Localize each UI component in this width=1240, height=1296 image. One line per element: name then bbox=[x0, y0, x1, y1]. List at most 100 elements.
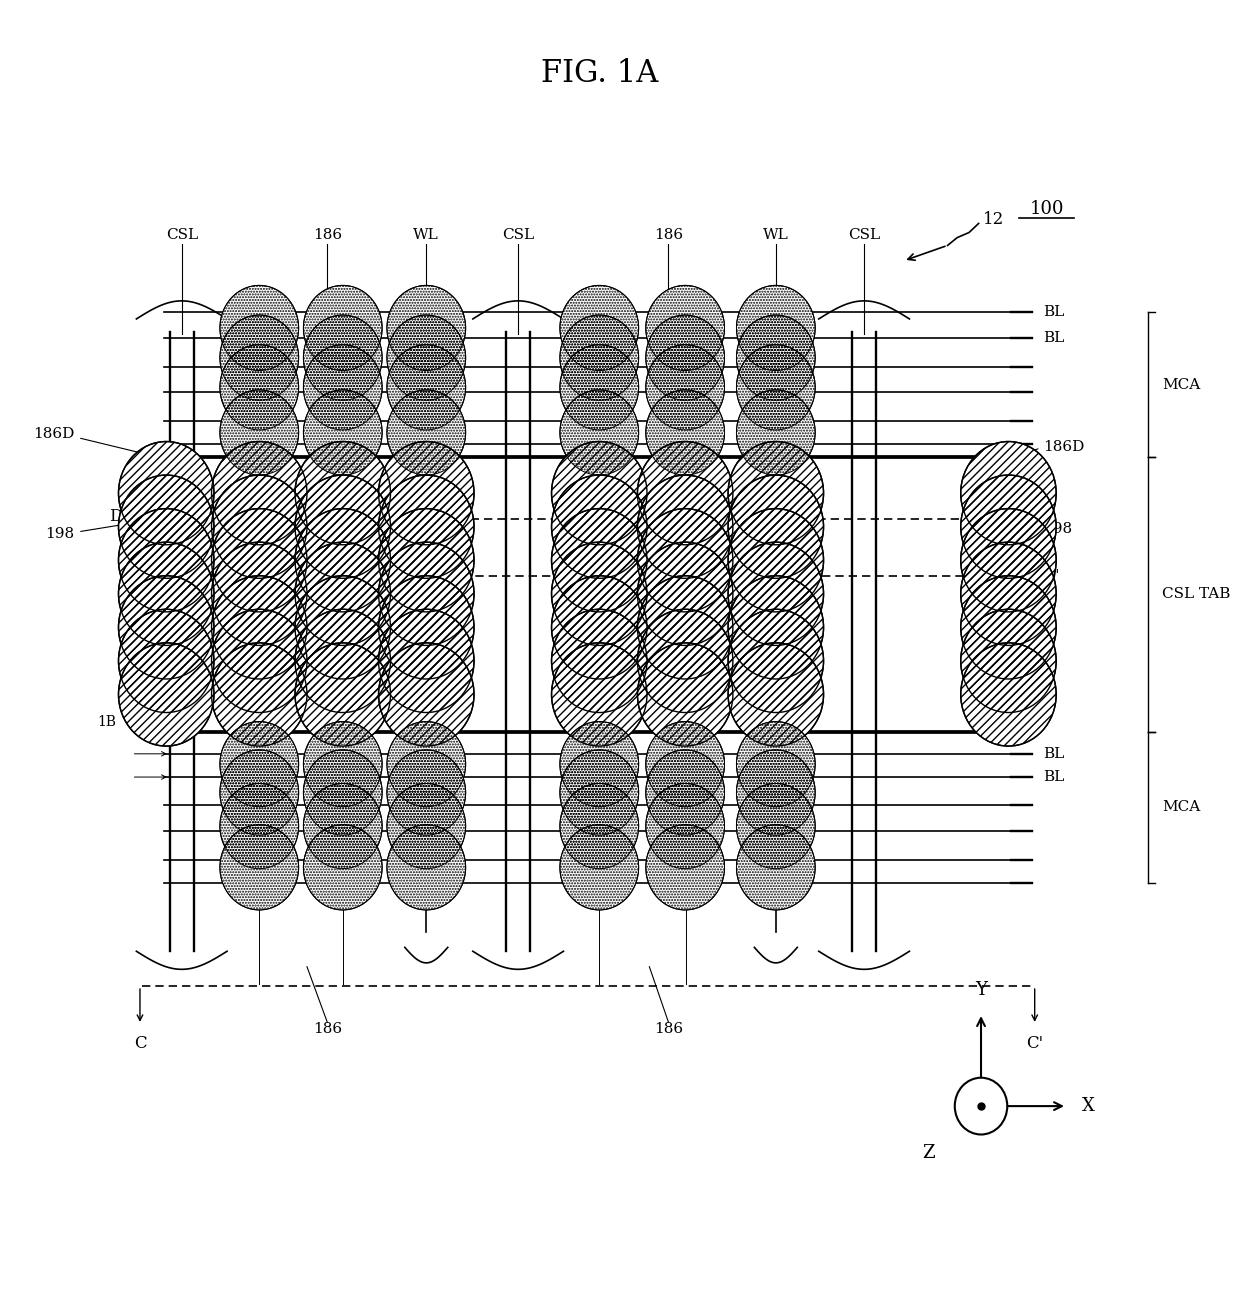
Circle shape bbox=[552, 476, 647, 578]
Circle shape bbox=[728, 476, 823, 578]
Circle shape bbox=[378, 609, 474, 713]
Circle shape bbox=[219, 722, 299, 806]
Circle shape bbox=[560, 750, 639, 835]
Circle shape bbox=[637, 442, 733, 544]
Text: WL: WL bbox=[413, 228, 439, 241]
Circle shape bbox=[560, 722, 639, 806]
Circle shape bbox=[728, 575, 823, 679]
Circle shape bbox=[304, 390, 382, 476]
Text: 186D: 186D bbox=[1043, 439, 1085, 454]
Circle shape bbox=[387, 750, 466, 835]
Circle shape bbox=[737, 345, 815, 430]
Text: Y: Y bbox=[975, 981, 987, 999]
Circle shape bbox=[119, 542, 215, 645]
Circle shape bbox=[728, 643, 823, 746]
Text: 186: 186 bbox=[312, 1021, 342, 1036]
Circle shape bbox=[737, 390, 815, 476]
Text: MCA: MCA bbox=[1162, 801, 1200, 814]
Circle shape bbox=[737, 315, 815, 400]
Circle shape bbox=[212, 476, 308, 578]
Circle shape bbox=[304, 345, 382, 430]
Circle shape bbox=[637, 542, 733, 645]
Circle shape bbox=[295, 609, 391, 713]
Circle shape bbox=[212, 508, 308, 612]
Circle shape bbox=[560, 285, 639, 371]
Circle shape bbox=[119, 508, 215, 612]
Circle shape bbox=[552, 542, 647, 645]
Circle shape bbox=[212, 575, 308, 679]
Circle shape bbox=[212, 609, 308, 713]
Circle shape bbox=[637, 508, 733, 612]
Circle shape bbox=[560, 345, 639, 430]
Circle shape bbox=[304, 824, 382, 910]
Circle shape bbox=[119, 575, 215, 679]
Text: D': D' bbox=[1043, 569, 1059, 583]
Circle shape bbox=[961, 542, 1056, 645]
Circle shape bbox=[560, 315, 639, 400]
Circle shape bbox=[295, 643, 391, 746]
Circle shape bbox=[961, 508, 1056, 612]
Circle shape bbox=[961, 643, 1056, 746]
Circle shape bbox=[219, 824, 299, 910]
Text: 198: 198 bbox=[1043, 522, 1073, 537]
Circle shape bbox=[737, 784, 815, 868]
Text: 186: 186 bbox=[312, 228, 342, 241]
Circle shape bbox=[295, 476, 391, 578]
Text: WL: WL bbox=[763, 228, 789, 241]
Circle shape bbox=[295, 442, 391, 544]
Circle shape bbox=[728, 609, 823, 713]
Text: 186: 186 bbox=[653, 228, 683, 241]
Circle shape bbox=[295, 542, 391, 645]
Circle shape bbox=[212, 542, 308, 645]
Circle shape bbox=[387, 285, 466, 371]
Circle shape bbox=[737, 722, 815, 806]
Circle shape bbox=[378, 643, 474, 746]
Text: FIG. 1A: FIG. 1A bbox=[541, 58, 658, 89]
Text: C: C bbox=[134, 1036, 146, 1052]
Circle shape bbox=[737, 285, 815, 371]
Circle shape bbox=[552, 643, 647, 746]
Circle shape bbox=[961, 442, 1056, 544]
Circle shape bbox=[728, 542, 823, 645]
Circle shape bbox=[646, 390, 724, 476]
Circle shape bbox=[560, 784, 639, 868]
Text: 198: 198 bbox=[45, 527, 74, 542]
Text: CSL: CSL bbox=[502, 228, 534, 241]
Circle shape bbox=[552, 508, 647, 612]
Circle shape bbox=[552, 442, 647, 544]
Circle shape bbox=[955, 1078, 1007, 1134]
Circle shape bbox=[737, 824, 815, 910]
Text: CSL TAB: CSL TAB bbox=[1162, 587, 1231, 601]
Circle shape bbox=[646, 824, 724, 910]
Circle shape bbox=[119, 442, 215, 544]
Circle shape bbox=[378, 542, 474, 645]
Circle shape bbox=[646, 784, 724, 868]
Circle shape bbox=[219, 285, 299, 371]
Circle shape bbox=[646, 315, 724, 400]
Circle shape bbox=[212, 643, 308, 746]
Circle shape bbox=[387, 784, 466, 868]
Text: D: D bbox=[109, 508, 122, 525]
Circle shape bbox=[637, 575, 733, 679]
Circle shape bbox=[637, 643, 733, 746]
Circle shape bbox=[387, 722, 466, 806]
Circle shape bbox=[119, 476, 215, 578]
Text: 186: 186 bbox=[653, 1021, 683, 1036]
Circle shape bbox=[552, 609, 647, 713]
Circle shape bbox=[737, 750, 815, 835]
Text: BL: BL bbox=[1043, 770, 1064, 784]
Circle shape bbox=[304, 285, 382, 371]
Text: 12: 12 bbox=[983, 211, 1004, 228]
Circle shape bbox=[387, 345, 466, 430]
Circle shape bbox=[378, 476, 474, 578]
Circle shape bbox=[378, 575, 474, 679]
Circle shape bbox=[378, 508, 474, 612]
Text: 186D: 186D bbox=[33, 426, 74, 441]
Circle shape bbox=[646, 345, 724, 430]
Circle shape bbox=[212, 442, 308, 544]
Circle shape bbox=[378, 442, 474, 544]
Circle shape bbox=[119, 609, 215, 713]
Circle shape bbox=[219, 784, 299, 868]
Circle shape bbox=[219, 750, 299, 835]
Circle shape bbox=[560, 824, 639, 910]
